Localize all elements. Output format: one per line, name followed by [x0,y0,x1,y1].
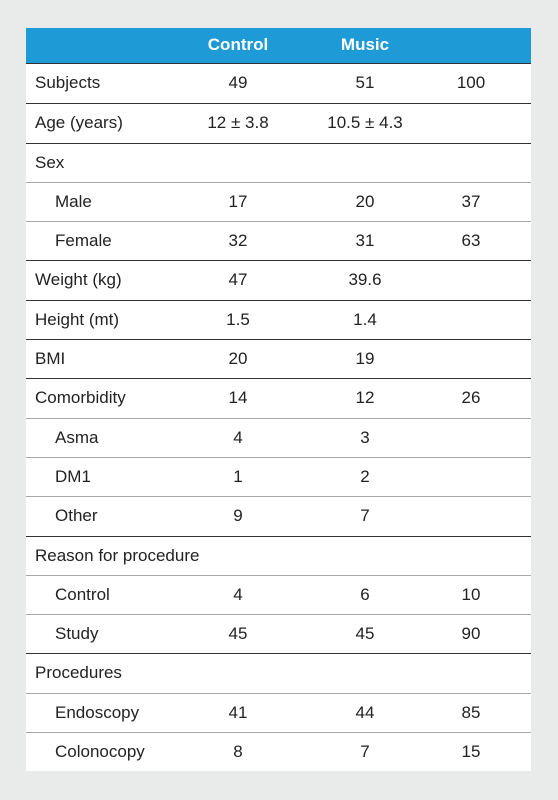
row-label: Procedures [35,663,122,683]
row-label: Comorbidity [35,388,126,408]
cell: 1 [233,466,243,486]
table-row: Control 4 6 10 [26,574,531,614]
table-row: BMI 20 19 [26,339,531,378]
cell: 3 [360,427,370,447]
table-row: Female 32 31 63 [26,221,531,260]
header-row: Control Music [26,28,531,64]
row-label: Weight (kg) [35,270,122,290]
row-label: Male [55,191,92,211]
cell: 41 [228,702,248,722]
cell: 10.5 ± 4.3 [327,113,403,133]
cell: 7 [360,742,370,762]
table: Control Music Subjects 49 51 100 Age (years) 1… [26,28,531,772]
cell: 37 [461,191,481,211]
cell: 31 [355,231,375,251]
cell: 49 [228,73,248,92]
cell: 9 [233,506,243,526]
cell: 26 [461,388,481,408]
cell: 63 [461,231,481,251]
cell: 39.6 [348,270,382,290]
cell: 2 [360,466,370,486]
cell: 90 [461,624,481,644]
table-row: Male 17 20 37 [26,181,531,221]
cell: 1.4 [353,309,377,329]
table-row: Study 45 45 90 [26,614,531,653]
row-label: Control [55,584,110,604]
table-row: Procedures [26,653,531,692]
cell: 51 [355,73,375,92]
row-label: Height (mt) [35,309,120,329]
table-row: DM1 1 2 [26,456,531,496]
cell: 45 [355,624,375,644]
row-label: BMI [35,349,66,369]
table-row: Comorbidity 14 12 26 [26,378,531,417]
row-label: Age (years) [35,113,123,133]
table-row: Reason for procedure [26,535,531,575]
cell: 20 [228,349,248,369]
cell: 17 [228,191,248,211]
row-label: Asma [55,427,99,447]
cell: 4 [233,584,243,604]
cell: 7 [360,506,370,526]
table-row: Endoscopy 41 44 85 [26,692,531,732]
cell: 100 [456,73,486,92]
cell: 44 [355,702,375,722]
table-row: Asma 4 3 [26,417,531,457]
cell: 8 [233,742,243,762]
row-label: Reason for procedure [35,545,200,565]
cell: 1.5 [226,309,250,329]
table-row: Age (years) 12 ± 3.8 10.5 ± 4.3 [26,103,531,142]
row-label: Sex [35,152,65,172]
table-row: Other 9 7 [26,496,531,535]
cell: 19 [355,349,375,369]
cell: 12 [355,388,375,408]
table-row: Sex [26,142,531,182]
cell: 15 [461,742,481,762]
row-label: Colonocopy [55,742,145,762]
cell: 45 [228,624,248,644]
cell: 14 [228,388,248,408]
row-label: Female [55,231,112,251]
table-row: Weight (kg) 47 39.6 [26,260,531,299]
row-label: Other [55,506,98,526]
cell: 4 [233,427,243,447]
cell: 12 ± 3.8 [207,113,269,133]
column-header: Control [207,35,269,54]
table-row: Subjects 49 51 100 [26,64,531,103]
cell: 85 [461,702,481,722]
row-label: DM1 [55,466,91,486]
cell: 6 [360,584,370,604]
column-header: Music [340,35,390,54]
table-row: Height (mt) 1.5 1.4 [26,299,531,339]
cell: 47 [228,270,248,290]
row-label: Subjects [35,73,101,92]
row-label: Study [55,624,99,644]
cell: 20 [355,191,375,211]
cell: 32 [228,231,248,251]
row-label: Endoscopy [55,702,140,722]
cell: 10 [461,584,481,604]
table-row: Colonocopy 8 7 15 [26,732,531,771]
